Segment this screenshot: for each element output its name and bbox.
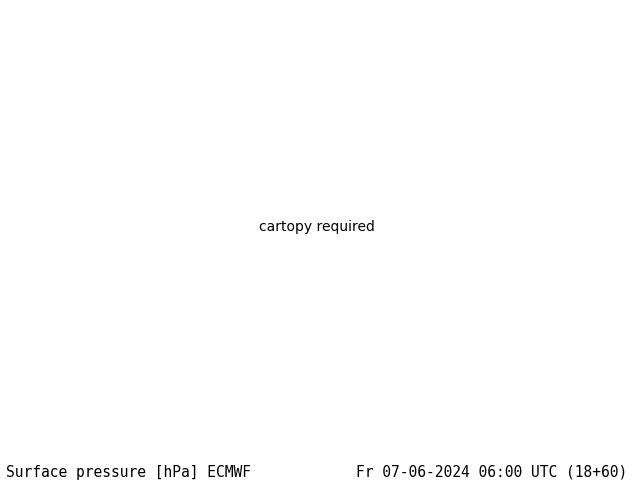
Text: Surface pressure [hPa] ECMWF: Surface pressure [hPa] ECMWF (6, 465, 251, 480)
Text: cartopy required: cartopy required (259, 220, 375, 234)
Text: Fr 07-06-2024 06:00 UTC (18+60): Fr 07-06-2024 06:00 UTC (18+60) (356, 465, 628, 480)
